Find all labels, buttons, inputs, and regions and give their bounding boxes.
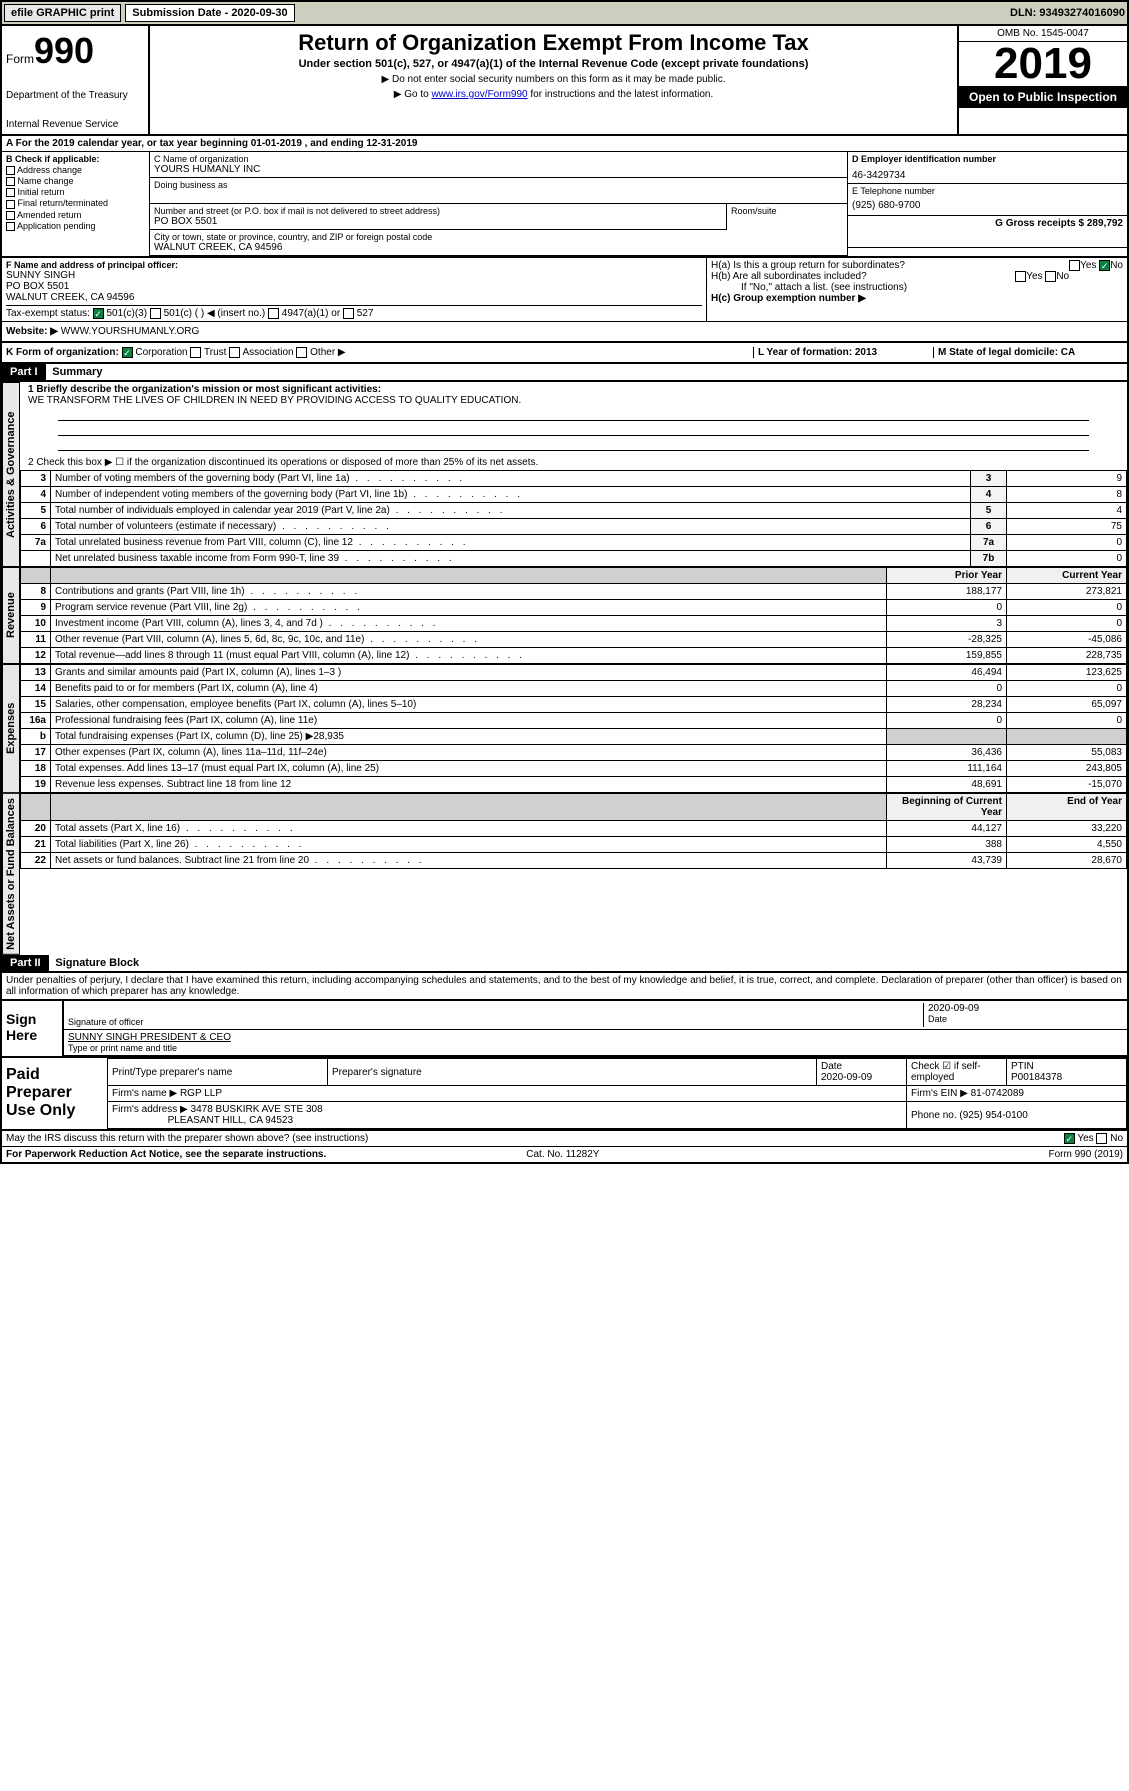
org-name: YOURS HUMANLY INC bbox=[154, 164, 843, 175]
cb-501c[interactable] bbox=[150, 308, 161, 319]
officer-label: F Name and address of principal officer: bbox=[6, 260, 702, 270]
form-subtitle: Under section 501(c), 527, or 4947(a)(1)… bbox=[154, 58, 953, 70]
q1-label: 1 Briefly describe the organization's mi… bbox=[28, 384, 1119, 395]
dept-irs: Internal Revenue Service bbox=[6, 119, 144, 130]
addr-label: Number and street (or P.O. box if mail i… bbox=[154, 206, 722, 216]
dba-label: Doing business as bbox=[154, 180, 843, 190]
officer-addr1: PO BOX 5501 bbox=[6, 281, 702, 292]
tax-status-label: Tax-exempt status: bbox=[6, 308, 90, 319]
dln: DLN: 93493274016090 bbox=[1010, 7, 1125, 19]
cat-no: Cat. No. 11282Y bbox=[526, 1149, 599, 1160]
part1-header: Part I bbox=[2, 364, 46, 380]
cb-corp[interactable] bbox=[122, 347, 133, 358]
firm-addr1: 3478 BUSKIRK AVE STE 308 bbox=[191, 1104, 323, 1115]
ein-label: D Employer identification number bbox=[852, 154, 1123, 164]
org-address: PO BOX 5501 bbox=[154, 216, 722, 227]
sig-name-label: Type or print name and title bbox=[68, 1043, 1123, 1053]
q1-mission: WE TRANSFORM THE LIVES OF CHILDREN IN NE… bbox=[28, 395, 1119, 406]
note-ssn: ▶ Do not enter social security numbers o… bbox=[154, 74, 953, 85]
name-label: C Name of organization bbox=[154, 154, 843, 164]
officer-name: SUNNY SINGH bbox=[6, 270, 702, 281]
state-domicile: M State of legal domicile: CA bbox=[938, 347, 1075, 358]
checkbox[interactable] bbox=[6, 222, 15, 231]
checkbox[interactable] bbox=[6, 200, 15, 209]
sign-here-label: Sign Here bbox=[2, 1001, 62, 1056]
year-formation: L Year of formation: 2013 bbox=[758, 347, 877, 358]
checkbox[interactable] bbox=[6, 188, 15, 197]
tel-value: (925) 680-9700 bbox=[852, 200, 1123, 211]
hb-note: If "No," attach a list. (see instruction… bbox=[711, 282, 1123, 293]
irs-link[interactable]: www.irs.gov/Form990 bbox=[431, 89, 527, 100]
form-footer: Form 990 (2019) bbox=[1049, 1149, 1123, 1160]
dept-treasury: Department of the Treasury bbox=[6, 90, 144, 101]
cb-trust[interactable] bbox=[190, 347, 201, 358]
efile-link[interactable]: efile GRAPHIC print bbox=[4, 4, 121, 22]
tax-period: A For the 2019 calendar year, or tax yea… bbox=[2, 136, 1127, 152]
paperwork-notice: For Paperwork Reduction Act Notice, see … bbox=[6, 1149, 326, 1160]
declaration: Under penalties of perjury, I declare th… bbox=[2, 973, 1127, 999]
ha-no[interactable] bbox=[1099, 260, 1110, 271]
sig-officer-label: Signature of officer bbox=[68, 1017, 923, 1027]
part2-header: Part II bbox=[2, 955, 49, 971]
hb-yes[interactable] bbox=[1015, 271, 1026, 282]
form-title: Return of Organization Exempt From Incom… bbox=[154, 30, 953, 56]
hc-label: H(c) Group exemption number ▶ bbox=[711, 293, 1123, 304]
org-city: WALNUT CREEK, CA 94596 bbox=[154, 242, 843, 253]
firm-phone: (925) 954-0100 bbox=[959, 1110, 1027, 1121]
officer-addr2: WALNUT CREEK, CA 94596 bbox=[6, 292, 702, 303]
sig-date: 2020-09-09 bbox=[928, 1003, 1123, 1014]
side-governance: Activities & Governance bbox=[2, 382, 20, 567]
tel-label: E Telephone number bbox=[852, 186, 1123, 196]
box-b-label: B Check if applicable: bbox=[6, 154, 145, 164]
submission-date: Submission Date - 2020-09-30 bbox=[125, 4, 294, 22]
part1-title: Summary bbox=[48, 366, 102, 378]
suite-label: Room/suite bbox=[731, 206, 843, 216]
note-goto-pre: ▶ Go to bbox=[394, 89, 432, 100]
prep-sig-hdr: Preparer's signature bbox=[328, 1059, 817, 1086]
ha-label: H(a) Is this a group return for subordin… bbox=[711, 260, 905, 271]
box-k-label: K Form of organization: bbox=[6, 347, 119, 358]
note-goto-post: for instructions and the latest informat… bbox=[528, 89, 714, 100]
city-label: City or town, state or province, country… bbox=[154, 232, 843, 242]
discuss-no[interactable] bbox=[1096, 1133, 1107, 1144]
ein-value: 46-3429734 bbox=[852, 170, 1123, 181]
discuss-question: May the IRS discuss this return with the… bbox=[6, 1133, 368, 1144]
part2-title: Signature Block bbox=[51, 957, 139, 969]
ha-yes[interactable] bbox=[1069, 260, 1080, 271]
form-prefix: Form bbox=[6, 52, 34, 66]
cb-501c3[interactable] bbox=[93, 308, 104, 319]
open-public: Open to Public Inspection bbox=[959, 86, 1127, 108]
side-expenses: Expenses bbox=[2, 664, 20, 793]
checkbox[interactable] bbox=[6, 177, 15, 186]
sig-date-label: Date bbox=[928, 1014, 1123, 1024]
cb-527[interactable] bbox=[343, 308, 354, 319]
checkbox[interactable] bbox=[6, 166, 15, 175]
firm-addr2: PLEASANT HILL, CA 94523 bbox=[168, 1115, 293, 1126]
checkbox[interactable] bbox=[6, 211, 15, 220]
cb-other[interactable] bbox=[296, 347, 307, 358]
prep-name-hdr: Print/Type preparer's name bbox=[108, 1059, 328, 1086]
website-label: Website: ▶ bbox=[6, 326, 58, 337]
firm-ein: 81-0742089 bbox=[971, 1088, 1024, 1099]
firm-name: RGP LLP bbox=[180, 1088, 222, 1099]
cb-assoc[interactable] bbox=[229, 347, 240, 358]
gross-receipts: G Gross receipts $ 289,792 bbox=[852, 218, 1123, 229]
cb-4947[interactable] bbox=[268, 308, 279, 319]
prep-selfemp: Check ☑ if self-employed bbox=[907, 1059, 1007, 1086]
q2-text: 2 Check this box ▶ ☐ if the organization… bbox=[28, 457, 1119, 468]
hb-no[interactable] bbox=[1045, 271, 1056, 282]
side-revenue: Revenue bbox=[2, 567, 20, 664]
hb-label: H(b) Are all subordinates included? bbox=[711, 271, 867, 282]
side-netassets: Net Assets or Fund Balances bbox=[2, 793, 20, 955]
tax-year: 2019 bbox=[959, 42, 1127, 86]
ptin: P00184378 bbox=[1011, 1072, 1062, 1083]
sig-name: SUNNY SINGH PRESIDENT & CEO bbox=[68, 1032, 1123, 1043]
discuss-yes[interactable] bbox=[1064, 1133, 1075, 1144]
form-number: 990 bbox=[34, 30, 94, 71]
period-prefix: A bbox=[6, 138, 16, 149]
website-url: WWW.YOURSHUMANLY.ORG bbox=[61, 326, 200, 337]
paid-preparer-label: Paid Preparer Use Only bbox=[2, 1058, 107, 1129]
